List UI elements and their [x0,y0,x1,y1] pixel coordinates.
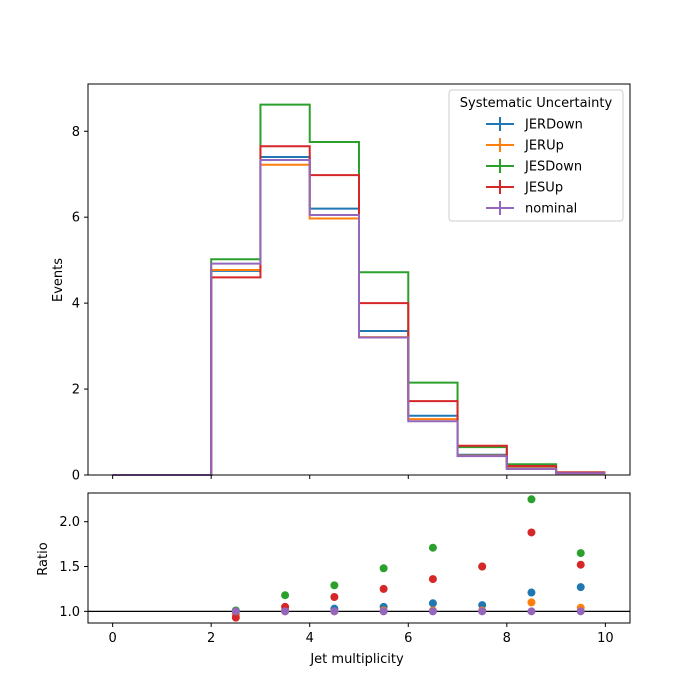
ratio-x-axis-label: Jet multiplicity [309,652,404,667]
ratio-point-nominal [478,607,487,616]
histogram-series-nominal [112,159,606,476]
ratio-point-jesdown [379,564,388,573]
ratio-point-jesdown [576,549,585,558]
ratio-point-jerdown [576,583,585,592]
ratio-axes-frame [87,492,631,624]
histogram-y-tick-label: 4 [72,297,80,312]
ratio-point-nominal [428,607,437,616]
ratio-point-jesdown [281,591,290,600]
legend-item-nominal: nominal [486,201,577,217]
ratio-point-jesup [576,560,585,569]
ratio-point-nominal [231,607,240,616]
ratio-point-jesdown [527,495,536,504]
ratio-y-ticks: 1.0 1.5 2.0 [59,515,88,620]
histogram-y-tick-label: 8 [72,125,80,140]
legend-item-jesup: JESUp [486,180,563,196]
ratio-point-jerdown [428,599,437,608]
ratio-point-jerup [527,598,536,607]
ratio-point-jerdown [527,588,536,597]
legend-item-jesdown: JESDown [486,159,582,175]
ratio-point-nominal [330,607,339,616]
ratio-x-ticks: 0 2 4 6 8 10 [108,623,614,646]
ratio-point-nominal [281,607,290,616]
histogram-panel: 0 2 4 6 8 Events Systematic Uncertainty JERD… [51,83,631,484]
legend-item-label: JERDown [524,118,583,133]
ratio-y-tick-label: 1.5 [59,560,80,575]
ratio-point-jesup [379,584,388,593]
ratio-x-tick-label: 2 [207,631,215,646]
ratio-point-jesdown [330,581,339,590]
ratio-x-tick-label: 6 [404,631,412,646]
ratio-y-axis-label: Ratio [36,542,51,575]
ratio-point-jesup [231,613,240,622]
legend-item-label: JESUp [524,181,563,196]
legend-title: Systematic Uncertainty [460,96,613,111]
ratio-point-jesup [428,575,437,584]
histogram-series-group [112,103,606,476]
ratio-point-jesdown [428,543,437,552]
histogram-y-tick-label: 6 [72,211,80,226]
legend: Systematic Uncertainty JERDown JERUp JESDo… [448,89,624,222]
ratio-panel: 1.0 1.5 2.0 0 2 4 6 8 10 Ratio Jet multiplicity [36,492,631,667]
ratio-x-tick-label: 10 [597,631,614,646]
ratio-point-nominal [379,607,388,616]
legend-item-jerdown: JERDown [486,117,583,133]
ratio-point-jesup [330,593,339,601]
histogram-axes-frame [87,83,631,476]
histogram-y-tick-label: 0 [72,469,80,484]
ratio-x-tick-label: 4 [306,631,314,646]
ratio-x-tick-label: 0 [108,631,116,646]
legend-frame [448,89,624,222]
ratio-series-group [88,495,630,622]
ratio-point-nominal [527,607,536,616]
histogram-y-axis-label: Events [51,258,66,302]
legend-item-label: nominal [525,202,577,217]
histogram-y-tick-label: 2 [72,383,80,398]
ratio-x-tick-label: 8 [503,631,511,646]
histogram-x-ticks [112,475,606,479]
legend-item-label: JERUp [524,139,564,154]
histogram-y-ticks: 0 2 4 6 8 [72,125,88,484]
ratio-point-jesup [527,528,536,537]
ratio-point-jesup [478,562,487,571]
ratio-y-tick-label: 2.0 [59,515,80,530]
legend-item-label: JESDown [524,160,582,175]
legend-item-jerup: JERUp [486,138,564,154]
ratio-y-tick-label: 1.0 [59,605,80,620]
ratio-point-nominal [576,607,585,616]
